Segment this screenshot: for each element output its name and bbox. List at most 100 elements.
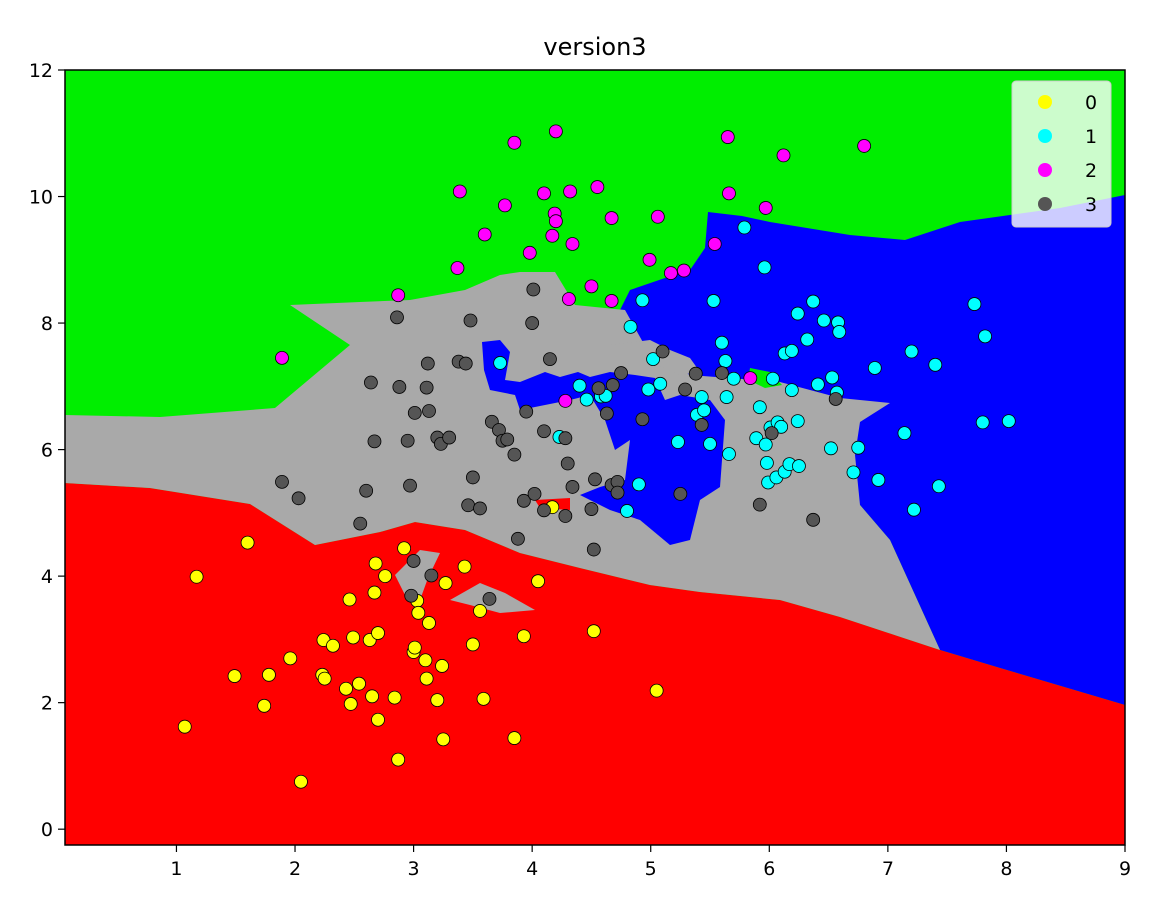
series-1 xyxy=(493,220,1016,518)
series-3 xyxy=(275,282,843,606)
legend: 0 1 2 3 xyxy=(1011,80,1112,228)
decision-regions xyxy=(65,70,1125,845)
legend-marker-2 xyxy=(1038,163,1052,177)
point-class-2 xyxy=(497,198,512,213)
point-class-1 xyxy=(816,313,831,328)
point-class-3 xyxy=(419,380,434,395)
point-class-3 xyxy=(406,554,421,568)
point-class-0 xyxy=(436,732,451,747)
point-class-0 xyxy=(367,585,382,600)
point-class-0 xyxy=(177,719,192,734)
region-class-3-gray xyxy=(65,272,940,650)
x-tick-label: 6 xyxy=(763,858,775,880)
legend-marker-3 xyxy=(1038,197,1052,211)
legend-marker-0 xyxy=(1038,95,1052,109)
point-class-3 xyxy=(353,516,368,531)
point-class-2 xyxy=(450,261,465,275)
point-class-3 xyxy=(599,406,614,421)
point-class-0 xyxy=(342,592,357,607)
point-class-1 xyxy=(765,371,780,386)
point-class-3 xyxy=(591,381,606,396)
point-class-2 xyxy=(562,292,576,306)
point-class-3 xyxy=(584,502,599,516)
point-class-1 xyxy=(635,293,650,308)
point-class-0 xyxy=(368,556,383,571)
point-class-1 xyxy=(697,403,711,418)
point-class-3 xyxy=(519,404,534,419)
point-class-1 xyxy=(1001,414,1016,429)
y-tick-label: 4 xyxy=(41,566,53,588)
point-class-0 xyxy=(189,569,204,584)
point-class-1 xyxy=(800,332,815,347)
point-class-2 xyxy=(558,393,573,408)
point-class-0 xyxy=(326,638,340,653)
point-class-3 xyxy=(275,474,289,489)
point-class-0 xyxy=(465,637,480,652)
point-class-3 xyxy=(527,486,542,501)
point-class-3 xyxy=(806,512,821,527)
scatter-points xyxy=(177,124,1016,789)
point-class-3 xyxy=(605,378,620,392)
point-class-3 xyxy=(614,366,628,380)
point-class-3 xyxy=(537,424,551,439)
point-class-1 xyxy=(774,419,789,434)
x-tick-label: 5 xyxy=(645,858,657,880)
point-class-0 xyxy=(257,698,272,713)
point-class-0 xyxy=(407,640,422,655)
point-class-2 xyxy=(677,263,691,278)
point-class-0 xyxy=(343,697,358,711)
point-class-3 xyxy=(828,392,843,406)
point-class-0 xyxy=(371,626,385,640)
point-class-1 xyxy=(792,459,806,473)
point-class-1 xyxy=(975,415,990,430)
point-class-1 xyxy=(784,343,799,358)
chart-title: version3 xyxy=(543,33,646,61)
point-class-0 xyxy=(240,535,255,550)
point-class-2 xyxy=(584,279,599,294)
point-class-1 xyxy=(784,383,799,398)
point-class-2 xyxy=(522,245,537,260)
point-class-0 xyxy=(352,676,366,691)
point-class-1 xyxy=(631,477,646,492)
y-tick-label: 12 xyxy=(29,60,53,82)
point-class-2 xyxy=(720,130,735,144)
point-class-3 xyxy=(525,316,540,330)
point-class-1 xyxy=(790,306,805,321)
point-class-1 xyxy=(646,352,660,367)
x-tick-label: 8 xyxy=(1000,858,1012,880)
point-class-2 xyxy=(548,214,563,229)
legend-label-2: 2 xyxy=(1085,160,1097,182)
y-tick-label: 6 xyxy=(41,440,53,462)
point-class-3 xyxy=(367,434,382,449)
point-class-1 xyxy=(907,502,921,517)
point-class-2 xyxy=(776,148,791,163)
point-class-2 xyxy=(275,350,289,365)
point-class-1 xyxy=(718,354,733,368)
point-class-3 xyxy=(359,483,374,498)
point-class-0 xyxy=(227,669,242,683)
point-class-1 xyxy=(722,447,736,461)
point-class-1 xyxy=(832,325,847,339)
point-class-3 xyxy=(500,432,515,447)
point-class-1 xyxy=(851,440,866,455)
point-class-0 xyxy=(516,629,531,644)
point-class-1 xyxy=(931,479,946,494)
point-class-3 xyxy=(463,313,478,328)
point-class-1 xyxy=(726,371,741,386)
point-class-3 xyxy=(291,491,306,506)
point-class-3 xyxy=(678,382,693,397)
y-tick-label: 10 xyxy=(29,187,53,209)
point-class-2 xyxy=(650,209,665,224)
point-class-2 xyxy=(391,288,406,303)
point-class-1 xyxy=(904,344,919,359)
point-class-0 xyxy=(378,569,393,584)
y-tick-label: 0 xyxy=(41,819,53,841)
point-class-3 xyxy=(400,433,415,448)
point-class-0 xyxy=(365,689,379,704)
point-class-3 xyxy=(404,588,419,603)
point-class-2 xyxy=(663,266,678,280)
x-tick-label: 9 xyxy=(1119,858,1131,880)
point-class-3 xyxy=(588,472,602,487)
point-class-1 xyxy=(572,378,587,393)
